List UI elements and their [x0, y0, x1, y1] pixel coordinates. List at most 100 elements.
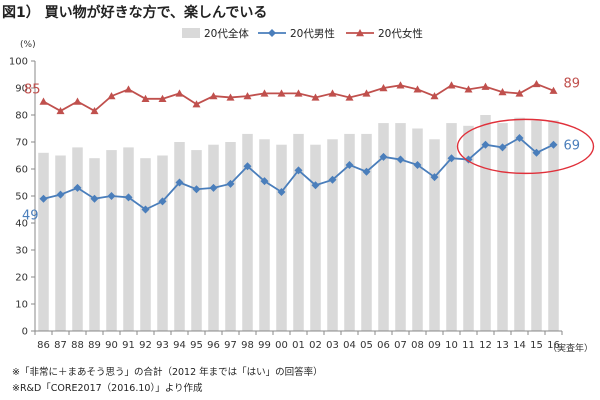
bar	[123, 147, 134, 331]
female-point	[311, 93, 320, 101]
y-tick-label: 10	[15, 300, 28, 311]
annotations: 85 89 49 69	[22, 77, 595, 224]
bar	[395, 123, 406, 331]
y-tick-label: 100	[9, 57, 28, 68]
bar	[106, 150, 117, 331]
male-point	[294, 166, 303, 175]
male-point	[430, 173, 439, 182]
bar	[174, 142, 185, 331]
legend-label-male: 20代男性	[290, 27, 335, 40]
bar	[446, 123, 457, 331]
female-point	[396, 81, 405, 89]
y-tick-label: 40	[15, 219, 28, 230]
x-tick-label: 90	[105, 340, 118, 351]
bar	[55, 155, 66, 331]
female-point	[90, 106, 99, 115]
male-point	[396, 155, 405, 164]
bar	[361, 133, 372, 331]
x-tick-label: 11	[462, 340, 475, 351]
male-point	[549, 140, 558, 149]
legend-label-female: 20代女性	[378, 27, 423, 40]
bar	[208, 144, 219, 331]
female-point	[345, 93, 354, 101]
bar	[412, 128, 423, 331]
male-point	[515, 133, 524, 142]
page-title: 図1） 買い物が好きな方で、楽しんでいる	[2, 5, 268, 21]
x-tick-label: 88	[71, 340, 84, 351]
female-point	[158, 94, 167, 102]
y-tick-label: 90	[15, 84, 28, 95]
male-point	[209, 183, 218, 192]
female-point	[226, 93, 235, 101]
male-point	[447, 154, 456, 163]
bar	[191, 150, 202, 331]
footnote-1: ※「非常に＋まあそう思う」の合計（2012 年までは「はい」の回答率）	[12, 367, 323, 378]
bar	[514, 117, 525, 331]
bar	[38, 152, 49, 331]
female-point	[549, 86, 558, 94]
male-point	[243, 162, 252, 171]
female-point	[141, 94, 150, 102]
x-tick-label: 07	[394, 340, 407, 351]
female-point	[209, 92, 218, 100]
x-tick-label: 96	[207, 340, 220, 351]
male-point	[277, 187, 286, 196]
male-point	[124, 193, 133, 202]
bar	[463, 125, 474, 331]
x-tick-label: 93	[156, 340, 169, 351]
x-tick-label: 14	[513, 340, 526, 351]
female-point	[39, 97, 48, 105]
female-point	[107, 92, 116, 100]
y-tick-label: 70	[15, 138, 28, 149]
bar	[157, 155, 168, 331]
x-tick-label: 02	[309, 340, 322, 351]
male-point	[362, 167, 371, 176]
x-tick-label: 86	[37, 340, 50, 351]
female-point	[192, 100, 201, 108]
x-tick-label: 98	[241, 340, 254, 351]
male-end-label: 69	[564, 139, 581, 154]
x-tick-label: 94	[173, 340, 186, 351]
x-tick-label: 92	[139, 340, 152, 351]
bar	[429, 139, 440, 331]
line-series	[39, 79, 558, 214]
bar	[276, 144, 287, 331]
legend-label-total: 20代全体	[204, 27, 249, 40]
female-point	[73, 97, 82, 105]
x-tick-label: 16	[547, 340, 560, 351]
y-tick-label: 60	[15, 165, 28, 176]
bar	[89, 158, 100, 331]
female-point	[294, 89, 303, 97]
y-tick-label: 50	[15, 192, 28, 203]
legend-swatch-total	[182, 28, 200, 38]
y-unit-label: (%)	[20, 40, 36, 50]
female-point	[430, 92, 439, 100]
footnote-2: ※R&D「CORE2017（2016.10）」より作成	[12, 383, 203, 394]
x-tick-label: 97	[224, 340, 237, 351]
male-point	[345, 160, 354, 169]
male-point	[56, 190, 65, 199]
x-tick-label: 87	[54, 340, 67, 351]
male-point	[90, 194, 99, 203]
x-tick-label: 91	[122, 340, 135, 351]
female-point	[481, 82, 490, 90]
male-point	[192, 185, 201, 194]
y-axis: 0 10 20 30 40 50 60 70 80 90 100	[9, 57, 36, 338]
male-point	[107, 192, 116, 200]
x-unit-label: （実査年）	[548, 344, 594, 354]
bar	[497, 123, 508, 331]
bar	[293, 133, 304, 331]
x-tick-label: 05	[360, 340, 373, 351]
bar	[378, 123, 389, 331]
bar	[531, 120, 542, 332]
male-point	[328, 175, 337, 184]
male-start-label: 49	[22, 209, 39, 224]
x-tick-label: 01	[292, 340, 305, 351]
male-point	[498, 143, 507, 152]
bar	[72, 147, 83, 331]
y-tick-label: 0	[22, 327, 28, 338]
x-tick-label: 12	[479, 340, 492, 351]
female-point	[328, 89, 337, 97]
female-point	[277, 89, 286, 97]
